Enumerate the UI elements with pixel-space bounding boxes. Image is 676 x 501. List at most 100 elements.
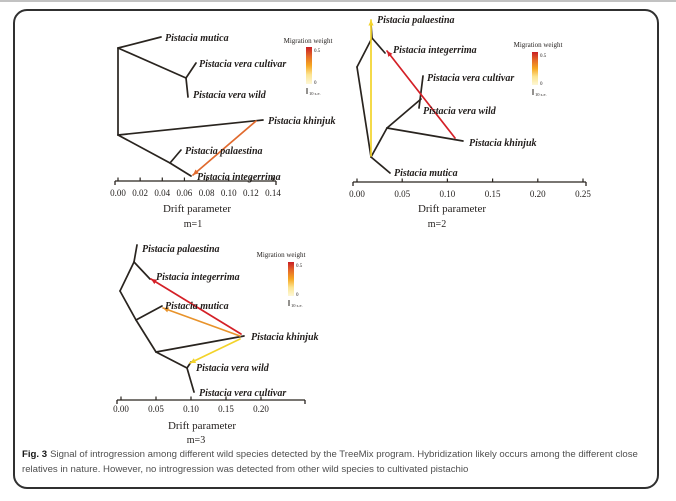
axis-title: Drift parameter [168, 420, 236, 432]
legend-title: Migration weight [284, 37, 333, 45]
migration-arrowhead [163, 307, 170, 313]
taxon-label: Pistacia khinjuk [268, 116, 336, 127]
branch-line [133, 261, 151, 280]
branch-line [386, 98, 422, 129]
migration-arrowhead [387, 51, 393, 57]
axis-tick-label: 0.10 [221, 188, 237, 198]
branch-line [185, 77, 189, 98]
taxon-label: Pistacia mutica [394, 168, 458, 179]
branch-line [186, 367, 195, 393]
axis-title: Drift parameter [163, 203, 231, 215]
branch-line [135, 319, 157, 353]
axis-tick-label: 0.08 [199, 188, 215, 198]
panel-m-label: m=3 [187, 435, 205, 446]
branch-line [418, 75, 424, 109]
axis-tick-label: 0.00 [113, 404, 129, 414]
branch-line [356, 66, 372, 158]
taxon-label: Pistacia vera cultivar [427, 73, 514, 84]
branch-line [119, 261, 135, 292]
axis-tick-label: 0.06 [177, 188, 193, 198]
migration-edge [386, 50, 456, 139]
branch-line [370, 156, 391, 174]
axis-tick-label: 0.00 [110, 188, 126, 198]
legend-se-label: 10 s.e. [535, 92, 547, 97]
migration-arrowhead [151, 279, 158, 285]
axis-tick-label: 0.02 [132, 188, 148, 198]
panel-m-label: m=2 [428, 219, 446, 230]
taxon-label: Pistacia integerrima [197, 172, 281, 183]
legend-min-label: 0 [296, 293, 299, 298]
legend-se-label: 10 s.e. [309, 91, 321, 96]
figure-caption: Fig. 3 Signal of introgression among diff… [22, 448, 652, 478]
legend-min-label: 0 [540, 82, 543, 87]
migration-edge [150, 278, 242, 335]
migration-edge [189, 338, 241, 364]
axis-tick-label: 0.00 [349, 189, 365, 199]
legend-gradient-bar [288, 262, 294, 296]
caption-text: Signal of introgression among different … [22, 449, 638, 475]
axis-tick-label: 0.05 [148, 404, 164, 414]
legend-title: Migration weight [514, 41, 563, 49]
branch-line [135, 305, 163, 321]
branch-line [155, 351, 188, 369]
branch-line [386, 127, 464, 142]
taxon-label: Pistacia khinjuk [251, 332, 319, 343]
top-divider [0, 0, 676, 2]
legend-max-label: 0.5 [296, 264, 303, 269]
branch-line [117, 134, 171, 164]
taxon-label: Pistacia vera wild [193, 90, 267, 101]
axis-tick-label: 0.10 [440, 189, 456, 199]
branch-line [185, 62, 197, 79]
taxon-label: Pistacia integerrima [393, 45, 477, 56]
branch-line [133, 244, 138, 263]
taxon-label: Pistacia vera cultivar [199, 388, 286, 399]
branch-line [117, 119, 264, 136]
taxon-label: Pistacia mutica [165, 301, 229, 312]
axis-title: Drift parameter [418, 203, 486, 215]
branch-line [356, 37, 373, 68]
taxon-label: Pistacia palaestina [377, 15, 455, 26]
axis-tick-label: 0.25 [575, 189, 591, 199]
taxon-label: Pistacia vera wild [196, 363, 270, 374]
branch-line [371, 37, 386, 54]
taxon-label: Pistacia vera wild [423, 106, 497, 117]
branch-line [370, 127, 388, 158]
axis-tick-label: 0.14 [265, 188, 281, 198]
legend-min-label: 0 [314, 81, 317, 86]
migration-arrowhead [193, 169, 199, 175]
migration-arrowhead [368, 20, 374, 26]
taxon-label: Pistacia palaestina [185, 146, 263, 157]
legend-se-label: 10 s.e. [291, 303, 303, 308]
migration-edge [162, 307, 241, 337]
branch-line [169, 162, 192, 177]
caption-figure-number: Fig. 3 [22, 449, 48, 460]
legend-gradient-bar [532, 52, 538, 85]
legend-max-label: 0.5 [540, 54, 547, 59]
panel-m-label: m=1 [184, 219, 202, 230]
taxon-label: Pistacia mutica [165, 33, 229, 44]
taxon-label: Pistacia khinjuk [469, 138, 537, 149]
migration-arrowhead [190, 358, 197, 363]
legend-max-label: 0.5 [314, 49, 321, 54]
axis-tick-label: 0.20 [253, 404, 269, 414]
axis-tick-label: 0.04 [154, 188, 170, 198]
taxon-label: Pistacia integerrima [156, 272, 240, 283]
axis-tick-label: 0.15 [218, 404, 234, 414]
migration-edge [192, 120, 257, 176]
taxon-label: Pistacia palaestina [142, 244, 220, 255]
axis-tick-label: 0.20 [530, 189, 546, 199]
taxon-label: Pistacia vera cultivar [199, 59, 286, 70]
figure-border [13, 9, 659, 489]
axis-tick-label: 0.10 [183, 404, 199, 414]
branch-line [155, 335, 245, 353]
axis-tick-label: 0.05 [394, 189, 410, 199]
axis-tick-label: 0.12 [243, 188, 259, 198]
branch-line [119, 290, 137, 321]
legend-title: Migration weight [257, 251, 306, 259]
branch-line [117, 47, 187, 79]
legend-gradient-bar [306, 47, 312, 84]
branch-line [117, 36, 162, 49]
axis-tick-label: 0.15 [485, 189, 501, 199]
